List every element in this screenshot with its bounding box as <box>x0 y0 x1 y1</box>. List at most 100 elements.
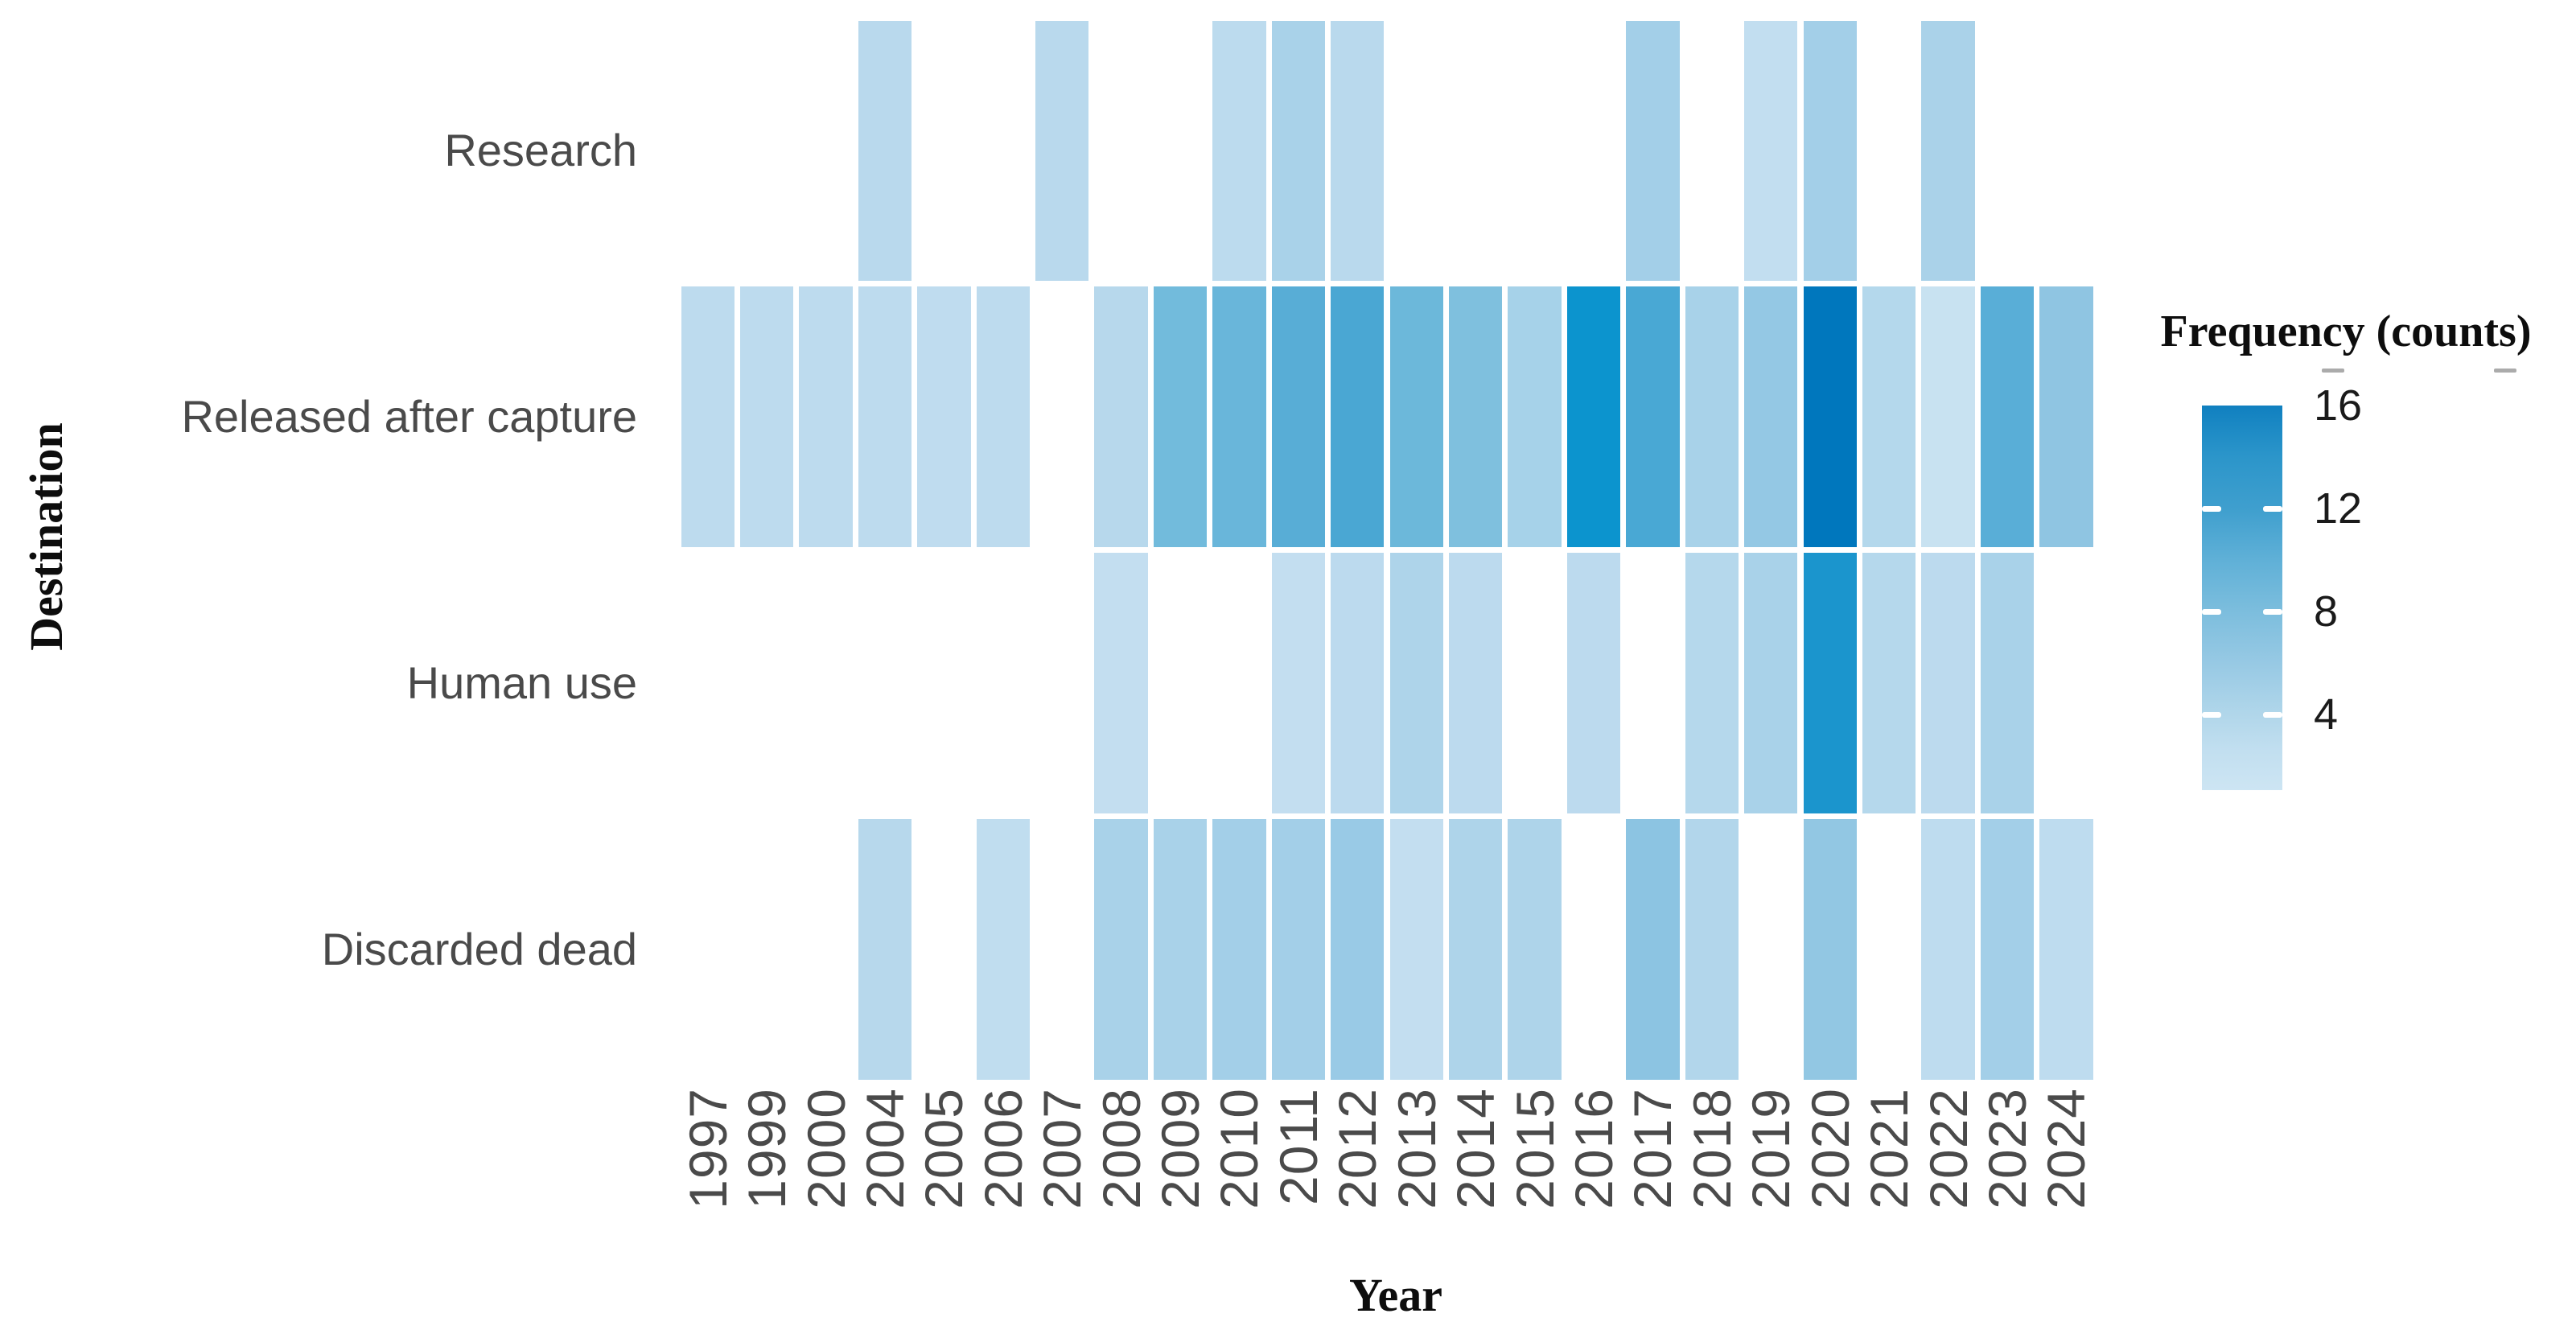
heatmap-cell <box>2039 286 2093 548</box>
heatmap-cell <box>1094 286 1148 548</box>
heatmap-cell <box>1212 286 1266 548</box>
x-tick-label: 1997 <box>678 1088 738 1209</box>
legend-tick-mark <box>2263 506 2282 512</box>
heatmap-cell <box>1803 553 1857 813</box>
heatmap-cell <box>1980 818 2035 1080</box>
heatmap-cell <box>1921 20 1975 282</box>
heatmap-cell <box>1094 553 1148 813</box>
x-tick-label: 2000 <box>796 1088 856 1209</box>
legend-tick-label: 4 <box>2314 690 2339 739</box>
x-tick-label: 2024 <box>2036 1088 2096 1209</box>
heatmap-cell <box>681 286 735 548</box>
heatmap-cell <box>858 20 912 282</box>
legend-tick-mark <box>2202 712 2221 718</box>
heatmap-cell <box>1803 818 1857 1080</box>
heatmap-cell <box>1449 818 1503 1080</box>
heatmap-cell <box>1685 286 1739 548</box>
heatmap-cell <box>1331 553 1385 813</box>
heatmap-cell <box>1271 553 1326 813</box>
heatmap-cell <box>1862 286 1916 548</box>
heatmap-cell <box>1566 553 1621 813</box>
x-tick-label: 2015 <box>1505 1088 1565 1209</box>
heatmap-cell <box>1271 818 1326 1080</box>
x-tick-label: 2012 <box>1327 1088 1387 1209</box>
heatmap-cell <box>1626 818 1680 1080</box>
heatmap-cell <box>1980 286 2035 548</box>
heatmap-cell <box>1331 286 1385 548</box>
y-axis-category-label: Released after capture <box>181 391 637 442</box>
heatmap-cell <box>1744 286 1798 548</box>
heatmap-cell <box>976 818 1030 1080</box>
x-tick-label: 2018 <box>1682 1088 1742 1209</box>
heatmap-cell <box>858 818 912 1080</box>
heatmap-cell <box>1212 20 1266 282</box>
legend-tick-label: 16 <box>2314 381 2363 430</box>
x-tick-label: 2023 <box>1977 1088 2037 1209</box>
x-tick-label: 2011 <box>1269 1088 1328 1205</box>
heatmap-cell <box>1744 20 1798 282</box>
heatmap-cell <box>1566 286 1621 548</box>
heatmap-cell <box>799 286 853 548</box>
heatmap-cell <box>1803 286 1857 548</box>
x-tick-label: 2005 <box>914 1088 973 1209</box>
heatmap-cell <box>1921 818 1975 1080</box>
heatmap-cell <box>1271 286 1326 548</box>
x-tick-label: 2020 <box>1800 1088 1860 1209</box>
heatmap-cell <box>1212 818 1266 1080</box>
legend-tick-mark <box>2263 712 2282 718</box>
heatmap-cell <box>1153 286 1208 548</box>
heatmap-cell <box>1685 818 1739 1080</box>
legend-tick-label: 12 <box>2314 484 2363 533</box>
x-tick-label: 2014 <box>1446 1088 1505 1209</box>
heatmap-cell <box>1626 286 1680 548</box>
legend-top-dash-left <box>2322 369 2344 373</box>
y-axis-category-label: Human use <box>406 657 637 708</box>
heatmap-cell <box>2039 818 2093 1080</box>
heatmap-cell <box>1921 553 1975 813</box>
legend-top-dash-right <box>2494 369 2516 373</box>
x-tick-label: 2022 <box>1919 1088 1978 1209</box>
legend-tick-mark <box>2202 609 2221 615</box>
heatmap-cell <box>1389 286 1443 548</box>
heatmap-cell <box>1271 20 1326 282</box>
x-tick-label: 1999 <box>737 1088 796 1209</box>
x-tick-label: 2007 <box>1032 1088 1092 1209</box>
heatmap-cell <box>1153 818 1208 1080</box>
x-tick-label: 2019 <box>1741 1088 1800 1209</box>
heatmap-cell <box>1980 553 2035 813</box>
heatmap-cell <box>1389 553 1443 813</box>
x-tick-label: 2021 <box>1859 1088 1919 1209</box>
x-tick-label: 2013 <box>1387 1088 1446 1209</box>
heatmap-cell <box>1449 553 1503 813</box>
y-axis-title: Destination <box>20 422 72 651</box>
x-axis-title: Year <box>1349 1269 1442 1321</box>
y-axis-category-label: Research <box>444 125 637 175</box>
heatmap-cell <box>1094 818 1148 1080</box>
legend-gradient-bar <box>2202 406 2282 790</box>
heatmap-cell <box>1449 286 1503 548</box>
legend-tick-mark <box>2202 506 2221 512</box>
x-tick-label: 2017 <box>1623 1088 1682 1209</box>
y-axis-category-label: Discarded dead <box>321 924 637 974</box>
heatmap-cell <box>1389 818 1443 1080</box>
heatmap-cell <box>1331 20 1385 282</box>
legend-tick-mark <box>2263 609 2282 615</box>
x-tick-label: 2004 <box>855 1088 915 1209</box>
x-tick-label: 2016 <box>1564 1088 1623 1209</box>
x-tick-label: 2009 <box>1150 1088 1210 1209</box>
heatmap-cell <box>1921 286 1975 548</box>
legend-tick-label: 8 <box>2314 587 2339 636</box>
heatmap-cell <box>1862 553 1916 813</box>
heatmap-cell <box>1744 553 1798 813</box>
legend-title: Frequency (counts) <box>2160 307 2532 356</box>
heatmap-cell <box>739 286 794 548</box>
heatmap-cell <box>1508 818 1562 1080</box>
x-tick-label: 2006 <box>973 1088 1033 1209</box>
x-tick-label: 2008 <box>1092 1088 1151 1209</box>
heatmap-cell <box>1508 286 1562 548</box>
x-tick-label: 2010 <box>1209 1088 1269 1209</box>
heatmap-cell <box>917 286 971 548</box>
heatmap-cell <box>1803 20 1857 282</box>
heatmap-cell <box>858 286 912 548</box>
